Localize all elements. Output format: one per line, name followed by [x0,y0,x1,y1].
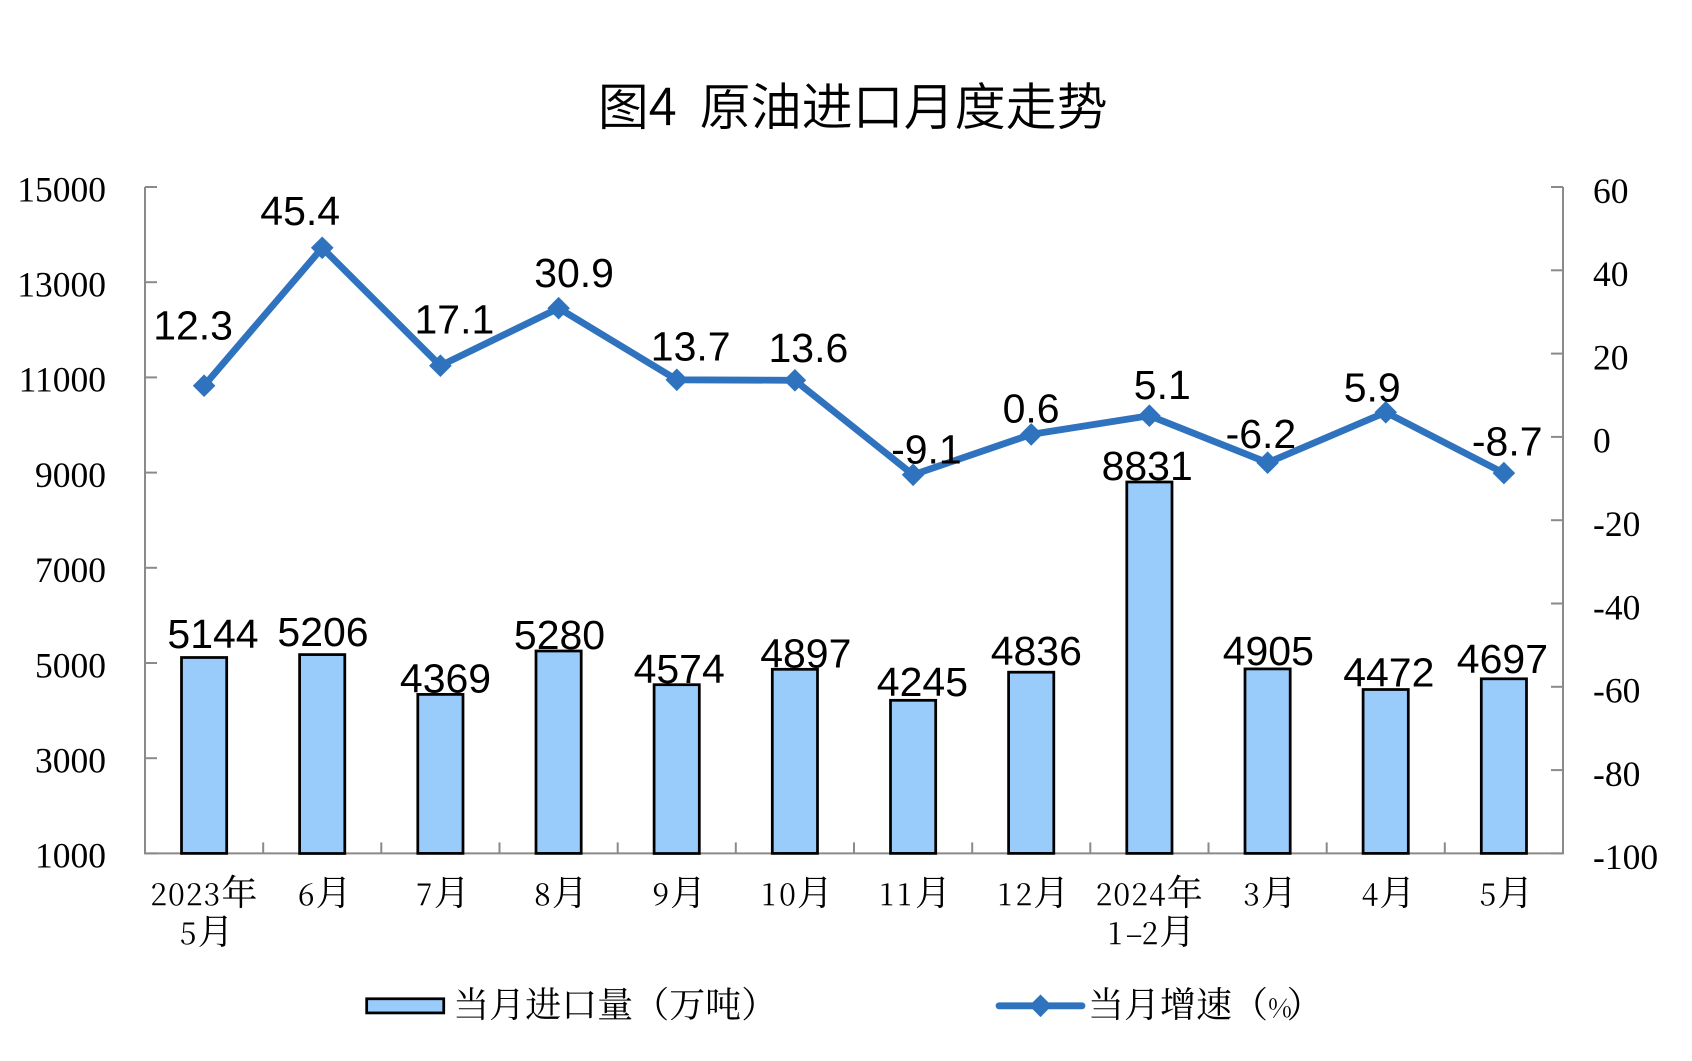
svg-text:15000: 15000 [17,169,106,209]
svg-text:30.9: 30.9 [534,250,614,296]
svg-text:5144: 5144 [167,611,258,657]
svg-text:13.6: 13.6 [768,325,848,371]
svg-text:0: 0 [1593,421,1611,461]
svg-text:13.7: 13.7 [651,323,731,369]
svg-text:12.3: 12.3 [153,303,233,349]
svg-text:-20: -20 [1593,504,1640,544]
svg-text:5206: 5206 [277,609,368,655]
svg-text:7000: 7000 [35,550,106,590]
svg-text:4897: 4897 [760,630,851,676]
svg-text:45.4: 45.4 [260,188,340,234]
svg-text:0.6: 0.6 [1003,386,1060,432]
svg-text:4574: 4574 [634,646,725,692]
svg-text:-9.1: -9.1 [891,427,962,473]
svg-text:4697: 4697 [1457,636,1548,682]
svg-text:9000: 9000 [35,455,106,495]
svg-text:60: 60 [1593,171,1629,211]
svg-text:1000: 1000 [35,836,106,876]
svg-text:11000: 11000 [19,360,106,400]
svg-text:5000: 5000 [35,645,106,685]
svg-text:3000: 3000 [35,741,106,781]
svg-text:-60: -60 [1593,671,1640,711]
svg-text:-80: -80 [1593,754,1640,794]
svg-text:13000: 13000 [17,265,106,305]
svg-text:5280: 5280 [514,612,605,658]
svg-text:5.9: 5.9 [1344,365,1401,411]
svg-text:4472: 4472 [1343,650,1434,696]
svg-text:4836: 4836 [991,628,1082,674]
svg-text:40: 40 [1593,254,1629,294]
svg-text:4905: 4905 [1223,628,1314,674]
svg-text:20: 20 [1593,337,1629,377]
svg-text:4369: 4369 [400,656,491,702]
svg-text:-100: -100 [1593,837,1658,877]
svg-text:4245: 4245 [877,659,968,705]
svg-text:17.1: 17.1 [414,297,494,343]
svg-text:-8.7: -8.7 [1472,418,1543,464]
svg-text:-40: -40 [1593,587,1640,627]
svg-text:5.1: 5.1 [1134,362,1191,408]
svg-text:-6.2: -6.2 [1226,411,1297,457]
svg-text:8831: 8831 [1102,443,1193,489]
